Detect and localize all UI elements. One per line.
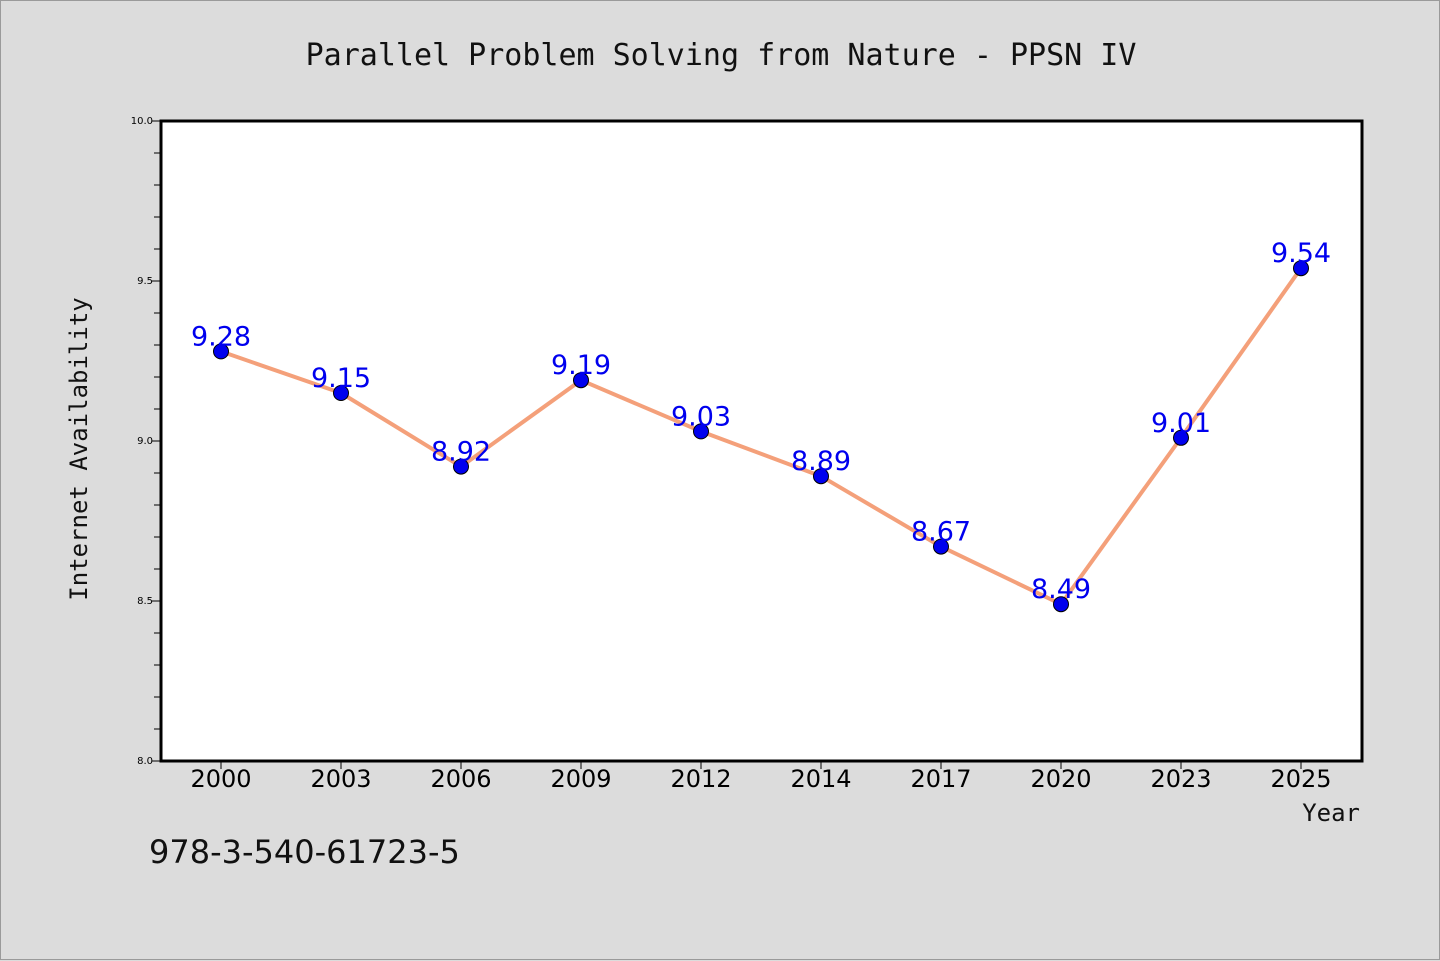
x-tick-label: 2003 [310,765,371,793]
data-point [333,385,349,401]
data-label: 9.28 [191,321,251,352]
x-tick-label: 2009 [550,765,611,793]
plot-area [159,119,1364,763]
x-tick-label: 2020 [1030,765,1091,793]
data-point [693,423,709,440]
data-point [933,538,949,555]
data-point [813,468,829,485]
y-tick-label: 9.5 [137,276,153,287]
x-axis-label: Year [1302,799,1360,827]
y-tick-label: 9.0 [137,436,153,447]
series-line [219,266,1303,607]
x-tick-label: 2023 [1150,765,1211,793]
x-tick-label: 2012 [670,765,731,793]
data-label: 9.54 [1271,238,1331,269]
y-tick-label: 10.0 [131,116,153,127]
data-label: 8.92 [431,437,491,468]
data-point [573,372,589,389]
x-tick-label: 2025 [1270,765,1331,793]
data-label: 8.49 [1031,574,1091,605]
chart-title: Parallel Problem Solving from Nature - P… [306,38,1137,73]
data-point [1293,260,1309,277]
data-label: 8.67 [911,517,971,548]
x-tick-label: 2017 [910,765,971,793]
data-point [1173,429,1189,446]
data-label: 9.01 [1151,408,1211,439]
x-tick-label: 2006 [430,765,491,793]
x-tick-label: 2014 [790,765,851,793]
data-point [453,458,469,475]
data-label: 9.15 [311,363,371,394]
data-point [213,343,229,360]
data-label: 8.89 [791,446,851,477]
y-tick-label: 8.0 [137,756,153,767]
data-label: 9.19 [551,350,611,381]
data-point [1053,596,1069,613]
y-axis-label: Internet Availability [65,297,93,600]
data-label: 9.03 [671,401,731,432]
isbn-text: 978-3-540-61723-5 [149,833,460,871]
y-tick-label: 8.5 [137,596,153,607]
x-tick-label: 2000 [190,765,251,793]
